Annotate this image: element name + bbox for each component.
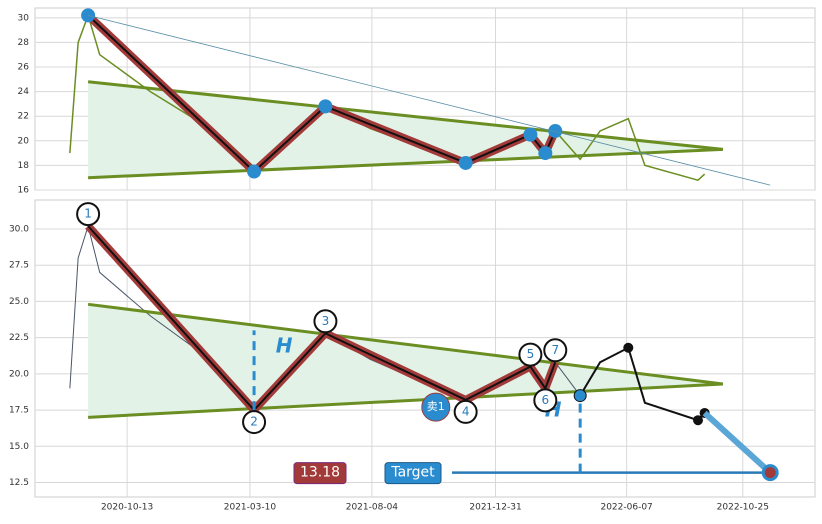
pivot-marker bbox=[533, 388, 558, 413]
y-tick-label: 26 bbox=[18, 63, 30, 73]
y-tick-label: 16 bbox=[18, 186, 30, 196]
y-tick-label: 30 bbox=[18, 13, 30, 23]
x-tick-label: 2022-06-07 bbox=[600, 503, 652, 513]
pivot-dot bbox=[538, 146, 553, 161]
x-tick-label: 2020-10-13 bbox=[101, 503, 153, 513]
y-tick-label: 17.5 bbox=[9, 406, 29, 416]
triangle-fill bbox=[88, 81, 723, 178]
trend-line bbox=[87, 302, 724, 386]
pivot-label: 3 bbox=[322, 314, 330, 328]
pivot-label: 1 bbox=[84, 207, 92, 221]
pivot-marker bbox=[76, 202, 101, 227]
y-tick-label: 22 bbox=[18, 112, 29, 122]
sell-label: 卖1 bbox=[427, 400, 445, 413]
y-tick-label: 22.5 bbox=[9, 333, 29, 343]
trend-line bbox=[87, 80, 724, 151]
y-tick-label: 12.5 bbox=[9, 478, 29, 488]
point-dot bbox=[693, 415, 703, 426]
pivot-marker bbox=[453, 399, 478, 424]
h-label: H bbox=[276, 334, 293, 358]
y-tick-label: 20 bbox=[18, 136, 30, 146]
projection-arrow bbox=[88, 14, 771, 186]
trend-line bbox=[88, 147, 723, 180]
target-dot bbox=[761, 464, 779, 482]
point-dot bbox=[623, 342, 634, 353]
y-tick-label: 25.0 bbox=[9, 297, 29, 307]
pivot-marker bbox=[242, 410, 267, 435]
x-tick-label: 2021-12-31 bbox=[469, 503, 521, 513]
pivot-dot bbox=[523, 127, 538, 142]
pivot-label: 4 bbox=[462, 404, 470, 418]
pivot-dot bbox=[318, 99, 333, 114]
sell-marker bbox=[421, 392, 451, 422]
y-tick-label: 28 bbox=[18, 38, 30, 48]
x-tick-label: 2021-03-10 bbox=[224, 503, 277, 513]
pivot-dot bbox=[548, 123, 563, 138]
pivot-marker bbox=[313, 309, 338, 334]
pivot-dot bbox=[458, 155, 473, 170]
y-tick-label: 30.0 bbox=[9, 224, 29, 234]
triangle-fill bbox=[88, 304, 723, 418]
pivot-label: 2 bbox=[250, 415, 258, 429]
pivot-label: 7 bbox=[551, 343, 559, 357]
target-path bbox=[702, 410, 773, 475]
pivot-label: 6 bbox=[541, 393, 549, 407]
x-tick-label: 2021-08-04 bbox=[346, 503, 399, 513]
value-box bbox=[293, 462, 347, 485]
pivot-label: 5 bbox=[527, 347, 535, 361]
x-tick-label: 2022-10-25 bbox=[717, 503, 769, 513]
y-tick-label: 24 bbox=[18, 87, 30, 97]
pivot-marker bbox=[543, 338, 568, 363]
y-tick-label: 20.0 bbox=[9, 369, 29, 379]
y-tick-label: 18 bbox=[18, 161, 30, 171]
trend-line bbox=[88, 382, 723, 419]
y-tick-label: 15.0 bbox=[9, 442, 29, 452]
target-label: Target bbox=[390, 465, 435, 481]
target-box bbox=[384, 462, 442, 485]
pivot-marker bbox=[518, 342, 543, 367]
y-tick-label: 27.5 bbox=[9, 261, 29, 271]
pivot-dot bbox=[247, 164, 262, 179]
target-value: 13.18 bbox=[300, 465, 340, 481]
